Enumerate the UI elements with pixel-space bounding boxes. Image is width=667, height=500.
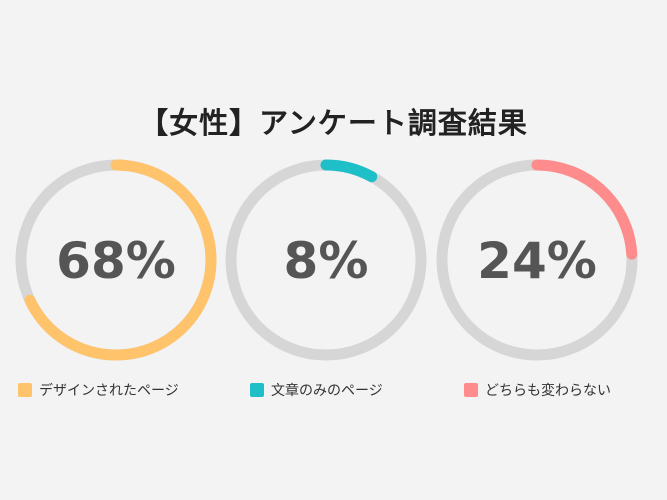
percent-label-text-only: 8% xyxy=(284,232,369,290)
legend-swatch-designed xyxy=(18,383,32,397)
chart-title: 【女性】アンケート調査結果 xyxy=(139,106,528,140)
chart-legend: デザインされたページ 文章のみのページ どちらも変わらない xyxy=(0,380,667,404)
legend-label-text-only: 文章のみのページ xyxy=(271,383,383,399)
legend-item-text-only: 文章のみのページ xyxy=(250,380,383,400)
percent-label-no-difference: 24% xyxy=(477,232,597,290)
legend-label-no-difference: どちらも変わらない xyxy=(485,383,611,399)
percent-label-designed: 68% xyxy=(56,232,176,290)
donut-rings-svg: 68% 8% 24% xyxy=(15,159,638,361)
donut-charts: 68% 8% 24% xyxy=(0,150,667,370)
donut-arc-no-difference xyxy=(436,159,638,361)
legend-swatch-text-only xyxy=(250,383,264,397)
donut-designed: 68% xyxy=(15,159,217,361)
donut-no-difference: 24% xyxy=(436,159,638,361)
donut-arc-text-only xyxy=(225,159,427,361)
legend-swatch-no-difference xyxy=(464,383,478,397)
legend-label-designed: デザインされたページ xyxy=(39,383,179,399)
donut-arc-designed xyxy=(15,159,217,361)
legend-item-designed: デザインされたページ xyxy=(18,380,179,400)
legend-item-no-difference: どちらも変わらない xyxy=(464,380,611,400)
donut-text-only: 8% xyxy=(225,159,427,361)
